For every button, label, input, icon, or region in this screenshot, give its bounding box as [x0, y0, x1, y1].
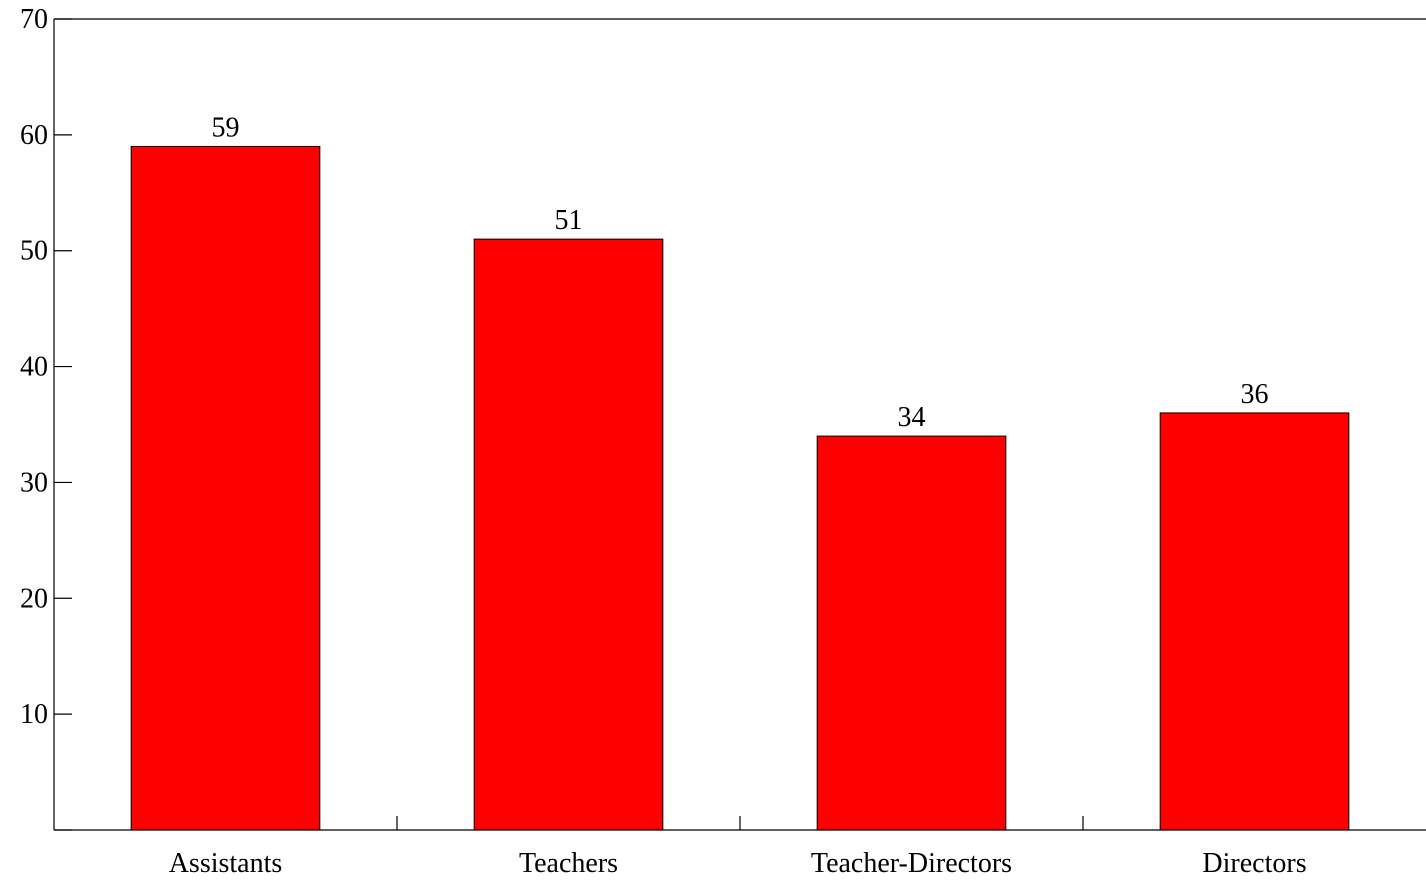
- bar-data-label: 59: [212, 112, 240, 143]
- y-tick-label: 10: [20, 699, 48, 730]
- y-tick-label: 50: [20, 236, 48, 267]
- bar-data-label: 51: [555, 205, 583, 236]
- bar-data-label: 36: [1241, 379, 1269, 410]
- y-tick-label: 30: [20, 467, 48, 498]
- y-tick-label: 60: [20, 120, 48, 151]
- y-axis-ticks: 10 20 30 40 50 60 70: [20, 4, 72, 831]
- x-category-label: Teachers: [519, 848, 618, 879]
- x-axis-labels: Assistants Teachers Teacher-Directors Direc…: [169, 848, 1307, 879]
- bar: [1159, 412, 1350, 831]
- bar: [130, 145, 321, 831]
- bars: 59 51 34 36: [130, 112, 1350, 831]
- y-tick-label: 20: [20, 583, 48, 614]
- bar: [816, 435, 1007, 831]
- x-category-label: Teacher-Directors: [811, 848, 1012, 879]
- y-tick-label: 40: [20, 352, 48, 383]
- x-category-label: Assistants: [169, 848, 283, 879]
- bar: [473, 238, 664, 831]
- y-tick-label: 70: [20, 4, 48, 35]
- x-category-label: Directors: [1202, 848, 1306, 879]
- bar-data-label: 34: [898, 402, 926, 433]
